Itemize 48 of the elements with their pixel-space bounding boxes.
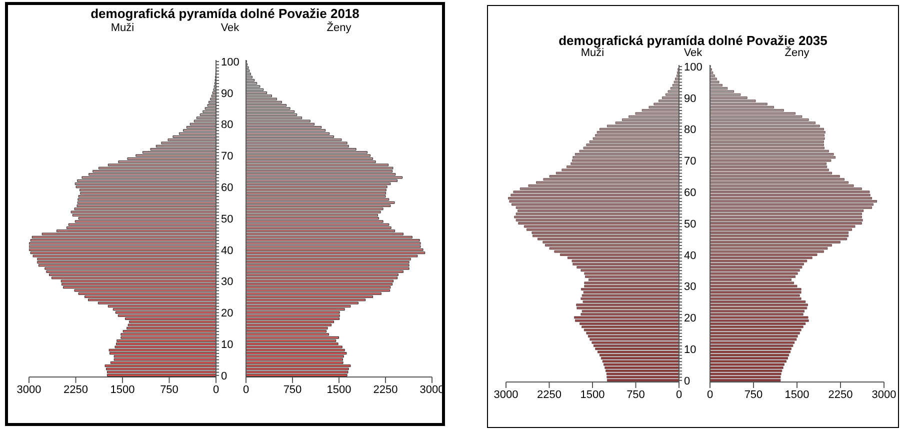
y-tick-label: 40 — [221, 244, 234, 257]
y-tick-label: 70 — [684, 156, 696, 168]
x-tick-label: 3000 — [872, 388, 896, 401]
x-tick-label: 750 — [626, 388, 645, 401]
y-tick-label: 30 — [221, 276, 234, 288]
x-tick-label: 0 — [676, 388, 682, 401]
y-tick-label: 10 — [221, 338, 234, 351]
chart-title: demografická pyramída dolné Považie 2018 — [90, 6, 360, 21]
y-tick-label: 100 — [684, 61, 702, 74]
y-axis-title: Vek — [220, 22, 240, 34]
x-tick-label: 750 — [160, 384, 178, 396]
x-tick-label: 2250 — [537, 388, 562, 401]
x-tick-label: 3000 — [494, 388, 518, 401]
y-tick-label: 80 — [684, 124, 696, 136]
x-tick-label: 750 — [283, 384, 302, 396]
text: Muži — [110, 22, 136, 34]
y-tick-label: 100 — [221, 56, 240, 68]
x-tick-label: 2250 — [373, 384, 398, 396]
x-tick-label: 1500 — [784, 388, 810, 401]
x-tick-label: 1500 — [580, 388, 605, 401]
y-tick-label: 30 — [684, 281, 696, 294]
y-tick-label: 60 — [221, 182, 234, 194]
y-tick-label: 40 — [684, 250, 696, 262]
x-tick-label: 750 — [744, 388, 763, 401]
y-tick-label: 50 — [221, 213, 234, 226]
y-tick-label: 90 — [684, 92, 696, 105]
y-tick-label: 50 — [684, 218, 696, 230]
x-tick-label: 0 — [212, 384, 220, 396]
y-tick-label: 0 — [684, 375, 690, 388]
y-tick-label: 70 — [221, 150, 234, 163]
y-tick-label: 80 — [221, 119, 234, 132]
text: Muži — [580, 47, 604, 59]
y-tick-label: 60 — [684, 187, 696, 200]
x-tick-label: 3000 — [16, 384, 42, 396]
y-tick-label: 20 — [684, 312, 696, 325]
text: Ženy — [784, 47, 810, 59]
x-tick-label: 1500 — [326, 384, 352, 396]
x-tick-label: 2250 — [828, 388, 853, 401]
y-axis-title: Vek — [684, 47, 702, 59]
y-tick-label: 20 — [221, 308, 234, 320]
x-tick-label: 0 — [706, 388, 714, 401]
y-tick-label: 10 — [684, 344, 696, 356]
y-tick-label: 0 — [221, 370, 228, 382]
y-tick-label: 90 — [221, 88, 234, 100]
x-tick-label: 1500 — [110, 384, 135, 396]
x-tick-label: 2250 — [64, 384, 88, 396]
x-tick-label: 0 — [242, 384, 250, 396]
text: Ženy — [326, 22, 352, 34]
